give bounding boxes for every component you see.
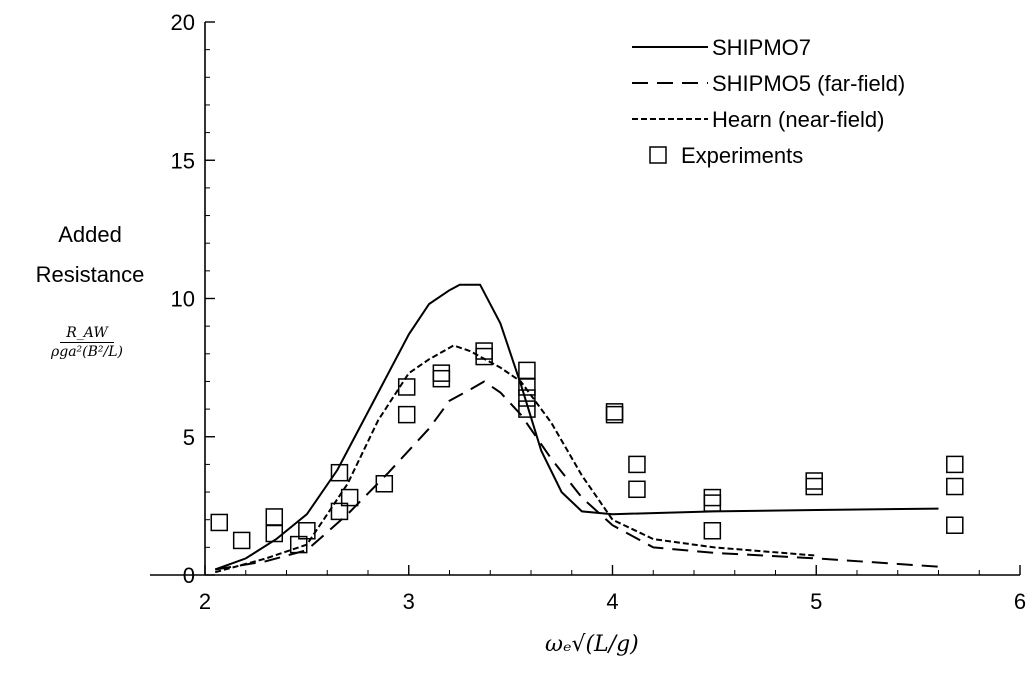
y-axis-label-fraction: R_AW ρga²(B²/L)	[6, 322, 168, 360]
experiment-marker-9	[375, 475, 394, 493]
shipmo7-line	[214, 283, 939, 571]
experiment-marker-5	[298, 522, 316, 540]
x-tick-label-4: 6	[1014, 589, 1026, 614]
y-tick-label-0: 0	[183, 563, 195, 588]
y-axis-fraction-denominator: ρga²(B²/L)	[51, 344, 123, 360]
experiment-marker-30	[946, 477, 964, 496]
legend-label-experiments: Experiments	[681, 143, 803, 168]
experiment-marker-16	[518, 361, 536, 380]
experiment-marker-10	[397, 378, 416, 396]
y-tick-label-1: 5	[183, 425, 195, 450]
x-tick-label-1: 3	[403, 589, 415, 614]
experiment-marker-0	[210, 513, 229, 532]
shipmo5-line	[215, 380, 939, 571]
legend-swatch-experiments	[649, 146, 667, 164]
experiment-marker-1	[232, 531, 251, 550]
legend-label-2: Hearn (near-field)	[712, 107, 884, 132]
y-tick-label-3: 15	[171, 148, 195, 173]
y-tick-label-4: 20	[171, 10, 195, 35]
experiment-marker-22	[628, 455, 646, 474]
x-tick-label-2: 4	[606, 589, 618, 614]
experiment-marker-31	[946, 516, 964, 534]
experiment-marker-7	[330, 502, 349, 521]
experiment-marker-21	[605, 405, 624, 424]
y-axis-label-line2: Resistance	[35, 262, 145, 287]
experiment-marker-3	[265, 524, 284, 543]
experiment-marker-15	[475, 347, 493, 366]
experiment-marker-8	[340, 488, 359, 507]
legend-label-1: SHIPMO5 (far-field)	[712, 71, 905, 96]
experiment-marker-25	[703, 494, 722, 512]
x-tick-label-0: 2	[199, 589, 211, 614]
experiment-marker-26	[703, 522, 722, 540]
experiment-marker-24	[703, 488, 722, 507]
experiment-marker-12	[432, 364, 451, 382]
experiment-marker-19	[518, 400, 536, 418]
experiment-marker-29	[946, 455, 964, 474]
experiment-marker-18	[518, 389, 536, 407]
experiment-marker-28	[805, 477, 823, 496]
experiment-marker-11	[397, 405, 416, 424]
experiment-marker-17	[518, 378, 536, 396]
experiment-marker-13	[432, 369, 451, 388]
legend-label-0: SHIPMO7	[712, 35, 811, 60]
x-axis-label: ωₑ√(L/g)	[545, 632, 639, 657]
experiment-marker-23	[628, 480, 646, 499]
y-axis-fraction-numerator: R_AW	[60, 325, 114, 343]
experiment-marker-2	[265, 508, 284, 526]
experiment-marker-6	[330, 463, 349, 482]
y-axis-label-line1: Added	[58, 222, 122, 247]
y-tick-label-2: 10	[171, 287, 195, 312]
experiment-marker-27	[805, 472, 823, 490]
experiment-marker-14	[475, 342, 493, 360]
x-tick-label-3: 5	[810, 589, 822, 614]
